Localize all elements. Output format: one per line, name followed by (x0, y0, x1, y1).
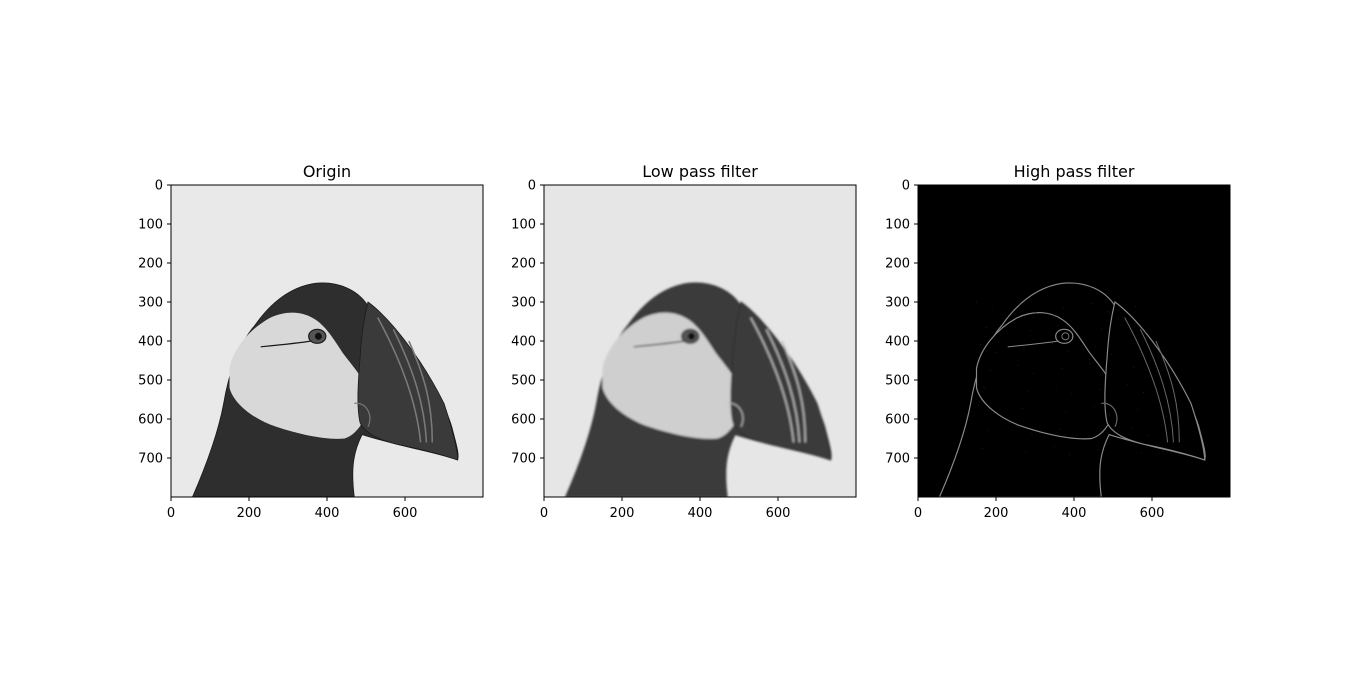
y-tick-label: 100 (511, 218, 536, 233)
y-tick-label: 600 (885, 413, 910, 428)
y-tick-label: 300 (511, 296, 536, 311)
x-tick-label: 600 (393, 506, 418, 521)
y-tick-label: 600 (138, 413, 163, 428)
x-tick-label: 0 (167, 506, 175, 521)
y-tick-label: 700 (138, 452, 163, 467)
y-tick-label: 300 (138, 296, 163, 311)
y-tick-label: 100 (885, 218, 910, 233)
panel-high-pass: High pass filter 0 200 400 600 0 100 200 300 400… (885, 162, 1231, 521)
axes-high-pass: 0 200 400 600 0 100 200 300 400 500 600 700 (885, 179, 1231, 521)
y-tick-label: 600 (511, 413, 536, 428)
puffin-shape (192, 282, 459, 497)
x-tick-label: 600 (766, 506, 791, 521)
y-tick-label: 400 (138, 335, 163, 350)
y-tick-label: 100 (138, 218, 163, 233)
y-tick-label: 700 (885, 452, 910, 467)
image-high-pass (918, 185, 1230, 497)
y-tick-label: 0 (902, 179, 910, 194)
image-origin (171, 185, 483, 497)
x-tick-label: 400 (1062, 506, 1087, 521)
y-tick-label: 0 (155, 179, 163, 194)
x-tick-label: 200 (610, 506, 635, 521)
y-tick-label: 200 (885, 257, 910, 272)
panel-origin: Origin 0 200 400 600 0 100 200 300 400 500 600 700 (138, 162, 484, 521)
y-tick-label: 200 (138, 257, 163, 272)
puffin-shape (938, 282, 1206, 497)
x-tick-label: 0 (914, 506, 922, 521)
panel-title: Origin (303, 162, 351, 181)
image-low-pass (544, 185, 856, 497)
x-tick-label: 600 (1140, 506, 1165, 521)
y-tick-label: 400 (511, 335, 536, 350)
y-tick-label: 500 (511, 374, 536, 389)
y-tick-label: 0 (528, 179, 536, 194)
y-tick-label: 400 (885, 335, 910, 350)
axes-low-pass: 0 200 400 600 0 100 200 300 400 500 600 700 (511, 179, 857, 521)
y-tick-label: 200 (511, 257, 536, 272)
axes-origin: 0 200 400 600 0 100 200 300 400 500 600 700 (138, 179, 484, 521)
x-tick-label: 400 (315, 506, 340, 521)
panel-title: High pass filter (1014, 162, 1135, 181)
x-tick-label: 200 (237, 506, 262, 521)
y-tick-label: 500 (885, 374, 910, 389)
y-tick-label: 500 (138, 374, 163, 389)
x-tick-label: 200 (984, 506, 1009, 521)
panel-title: Low pass filter (642, 162, 758, 181)
y-tick-label: 700 (511, 452, 536, 467)
puffin-shape (565, 282, 832, 497)
x-tick-label: 0 (540, 506, 548, 521)
panel-low-pass: Low pass filter 0 200 400 600 0 100 200 300 400 5… (511, 162, 857, 521)
x-tick-label: 400 (688, 506, 713, 521)
y-tick-label: 300 (885, 296, 910, 311)
